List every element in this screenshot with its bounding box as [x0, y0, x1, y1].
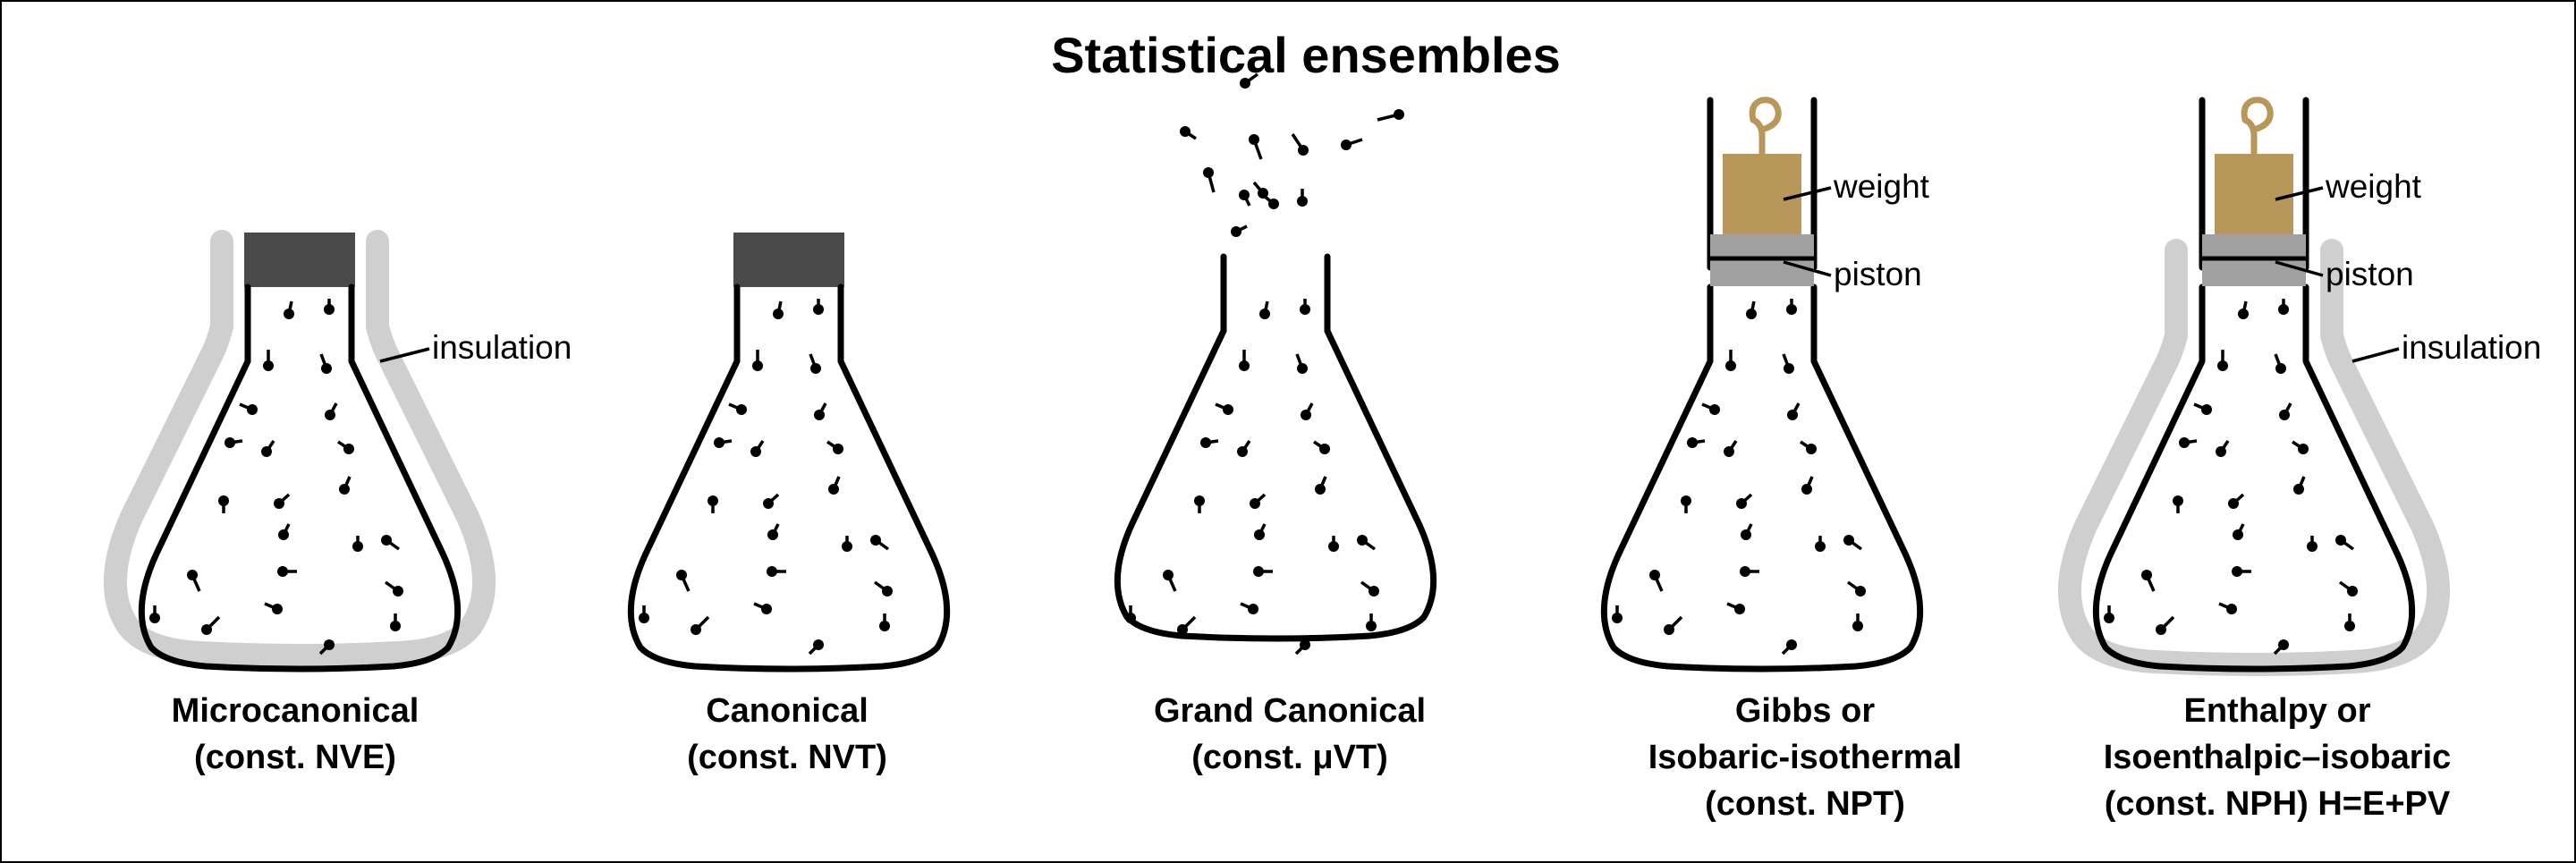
flask-gibbs — [1604, 97, 1919, 669]
gas-particles — [1123, 297, 1381, 656]
caption-canonical: Canonical (const. NVT) — [687, 692, 887, 776]
caption-microcanonical: Microcanonical (const. NVE) — [172, 692, 419, 776]
insulation-layer — [2070, 250, 2438, 664]
weight-piston-assembly — [2202, 97, 2306, 286]
flask-grand-canonical — [1117, 72, 1433, 656]
gas-particles — [637, 297, 894, 656]
caption-grand-canonical: Grand Canonical (const. μVT) — [1154, 692, 1426, 776]
caption-line: Microcanonical — [172, 692, 419, 730]
caption-line: (const. NPT) — [1705, 785, 1905, 823]
caption-line: (const. μVT) — [1191, 739, 1388, 776]
flask-canonical — [631, 233, 946, 669]
caption-enthalpy: Enthalpy or Isoenthalpic–isobaric (const… — [2104, 692, 2452, 823]
insulation-label-2: insulation — [2402, 329, 2541, 366]
flask-enthalpy — [2070, 97, 2438, 669]
insulation-layer — [115, 241, 484, 656]
escaping-particles — [1180, 72, 1404, 237]
weight-label-1: weight — [1833, 168, 1930, 205]
flask-outline — [631, 287, 946, 669]
gas-particles — [2102, 297, 2360, 656]
caption-line: Isobaric-isothermal — [1648, 739, 1962, 776]
flask-outline — [1604, 287, 1919, 669]
weight-block — [1723, 154, 1801, 234]
stopper — [244, 233, 355, 287]
piston-label-1: piston — [1834, 256, 1922, 292]
weight-block — [2215, 154, 2293, 234]
flask-microcanonical — [115, 233, 484, 669]
caption-line: Isoenthalpic–isobaric — [2104, 739, 2452, 776]
weight-label-2: weight — [2325, 168, 2422, 205]
insulation-label-1: insulation — [432, 329, 572, 366]
caption-line: Grand Canonical — [1154, 692, 1426, 730]
weight-piston-assembly — [1710, 97, 1814, 286]
flask-outline — [141, 287, 457, 669]
stopper — [733, 233, 844, 287]
caption-gibbs: Gibbs or Isobaric-isothermal (const. NPT… — [1648, 692, 1962, 823]
gas-particles — [148, 297, 405, 656]
piston-label-2: piston — [2326, 256, 2414, 292]
gas-particles — [1610, 297, 1868, 656]
caption-line: Canonical — [706, 692, 869, 730]
flask-outline — [1117, 257, 1433, 639]
diagram-title: Statistical ensembles — [1051, 27, 1561, 83]
weight-hook — [1749, 97, 1782, 132]
caption-line: Enthalpy or — [2183, 692, 2370, 730]
caption-line: Gibbs or — [1735, 692, 1875, 730]
caption-line: (const. NVE) — [194, 739, 396, 776]
weight-hook — [2241, 97, 2274, 132]
flask-outline — [2096, 287, 2411, 669]
caption-line: (const. NVT) — [687, 739, 887, 776]
caption-line: (const. NPH) H=E+PV — [2105, 785, 2451, 823]
